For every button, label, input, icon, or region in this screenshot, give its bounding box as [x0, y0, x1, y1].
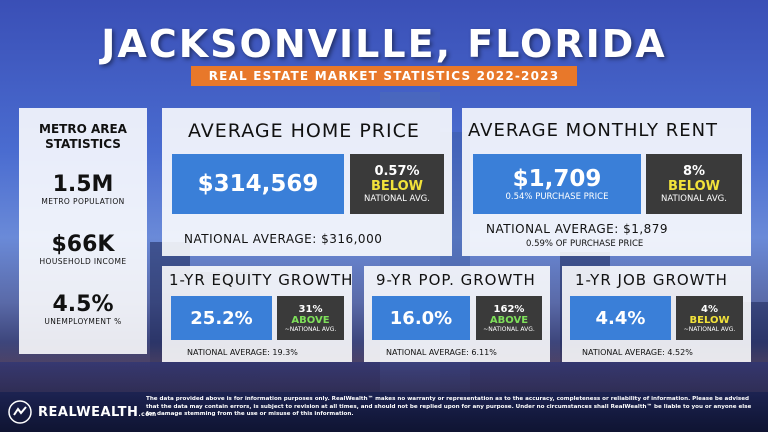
rent-panel: AVERAGE MONTHLY RENT $1,709 0.54% PURCHA…	[462, 108, 751, 256]
rent-national-note: 0.59% OF PURCHASE PRICE	[526, 239, 644, 249]
home-price-diff-dir: BELOW	[371, 179, 423, 194]
jobs-diff-box: 4% BELOW ~NATIONAL AVG.	[676, 296, 743, 340]
equity-national: NATIONAL AVERAGE: 19.3%	[187, 348, 298, 357]
jobs-panel: 1-YR JOB GROWTH 4.4% 4% BELOW ~NATIONAL …	[562, 266, 751, 362]
home-price-panel: AVERAGE HOME PRICE $314,569 0.57% BELOW …	[162, 108, 452, 256]
jobs-diff-dir: BELOW	[689, 314, 730, 326]
metro-stat-population: 1.5M METRO POPULATION	[41, 172, 125, 206]
rent-title: AVERAGE MONTHLY RENT	[468, 120, 719, 141]
jobs-national: NATIONAL AVERAGE: 4.52%	[582, 348, 693, 357]
logo-text: REALWEALTH	[38, 404, 139, 420]
metro-stat-unemployment: 4.5% UNEMPLOYMENT %	[44, 292, 122, 326]
equity-value: 25.2%	[190, 307, 253, 329]
population-national: NATIONAL AVERAGE: 6.11%	[386, 348, 497, 357]
equity-diff-box: 31% ABOVE ~NATIONAL AVG.	[277, 296, 344, 340]
jobs-title: 1-YR JOB GROWTH	[575, 271, 728, 289]
realwealth-logo-icon	[8, 400, 32, 424]
metro-stat-income: $66K HOUSEHOLD INCOME	[39, 232, 127, 266]
realwealth-logo[interactable]: REALWEALTH.com	[8, 400, 157, 424]
page-subtitle: REAL ESTATE MARKET STATISTICS 2022-2023	[191, 66, 577, 86]
population-diff-dir: ABOVE	[489, 314, 529, 326]
home-price-value-box: $314,569	[172, 154, 344, 214]
logo-suffix: .com	[138, 410, 157, 418]
jobs-value-box: 4.4%	[570, 296, 671, 340]
equity-panel: 1-YR EQUITY GROWTH 25.2% 31% ABOVE ~NATI…	[162, 266, 352, 362]
equity-value-box: 25.2%	[171, 296, 272, 340]
rent-national: NATIONAL AVERAGE: $1,879	[486, 222, 669, 236]
rent-value-box: $1,709 0.54% PURCHASE PRICE	[473, 154, 641, 214]
population-title: 9-YR POP. GROWTH	[376, 271, 536, 289]
rent-diff-dir: BELOW	[668, 179, 720, 194]
page-title: JACKSONVILLE, FLORIDA	[101, 22, 667, 66]
population-diff-box: 162% ABOVE ~NATIONAL AVG.	[476, 296, 542, 340]
rent-diff-box: 8% BELOW NATIONAL AVG.	[646, 154, 742, 214]
home-price-national: NATIONAL AVERAGE: $316,000	[184, 232, 383, 246]
population-value-box: 16.0%	[372, 296, 470, 340]
population-value: 16.0%	[389, 307, 453, 329]
rent-value: $1,709	[512, 166, 602, 192]
jobs-value: 4.4%	[595, 307, 646, 329]
metro-heading: METRO AREA STATISTICS	[39, 122, 127, 151]
disclaimer-text: The data provided above is for informati…	[146, 396, 752, 418]
metro-stats-panel: METRO AREA STATISTICS 1.5M METRO POPULAT…	[19, 108, 147, 354]
equity-diff-dir: ABOVE	[291, 314, 330, 326]
home-price-diff-box: 0.57% BELOW NATIONAL AVG.	[350, 154, 444, 214]
home-price-title: AVERAGE HOME PRICE	[188, 120, 420, 142]
equity-title: 1-YR EQUITY GROWTH	[169, 271, 354, 289]
population-panel: 9-YR POP. GROWTH 16.0% 162% ABOVE ~NATIO…	[364, 266, 550, 362]
home-price-value: $314,569	[197, 171, 319, 197]
